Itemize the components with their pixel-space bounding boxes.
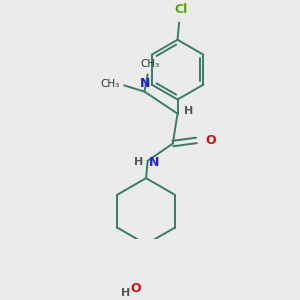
Text: H: H — [121, 288, 130, 298]
Text: CH₃: CH₃ — [101, 79, 120, 89]
Text: Cl: Cl — [174, 3, 187, 16]
Text: H: H — [134, 158, 143, 167]
Text: N: N — [149, 156, 160, 169]
Text: O: O — [130, 282, 141, 295]
Text: CH₃: CH₃ — [140, 59, 160, 69]
Text: H: H — [184, 106, 193, 116]
Text: O: O — [206, 134, 217, 147]
Text: N: N — [140, 77, 151, 90]
